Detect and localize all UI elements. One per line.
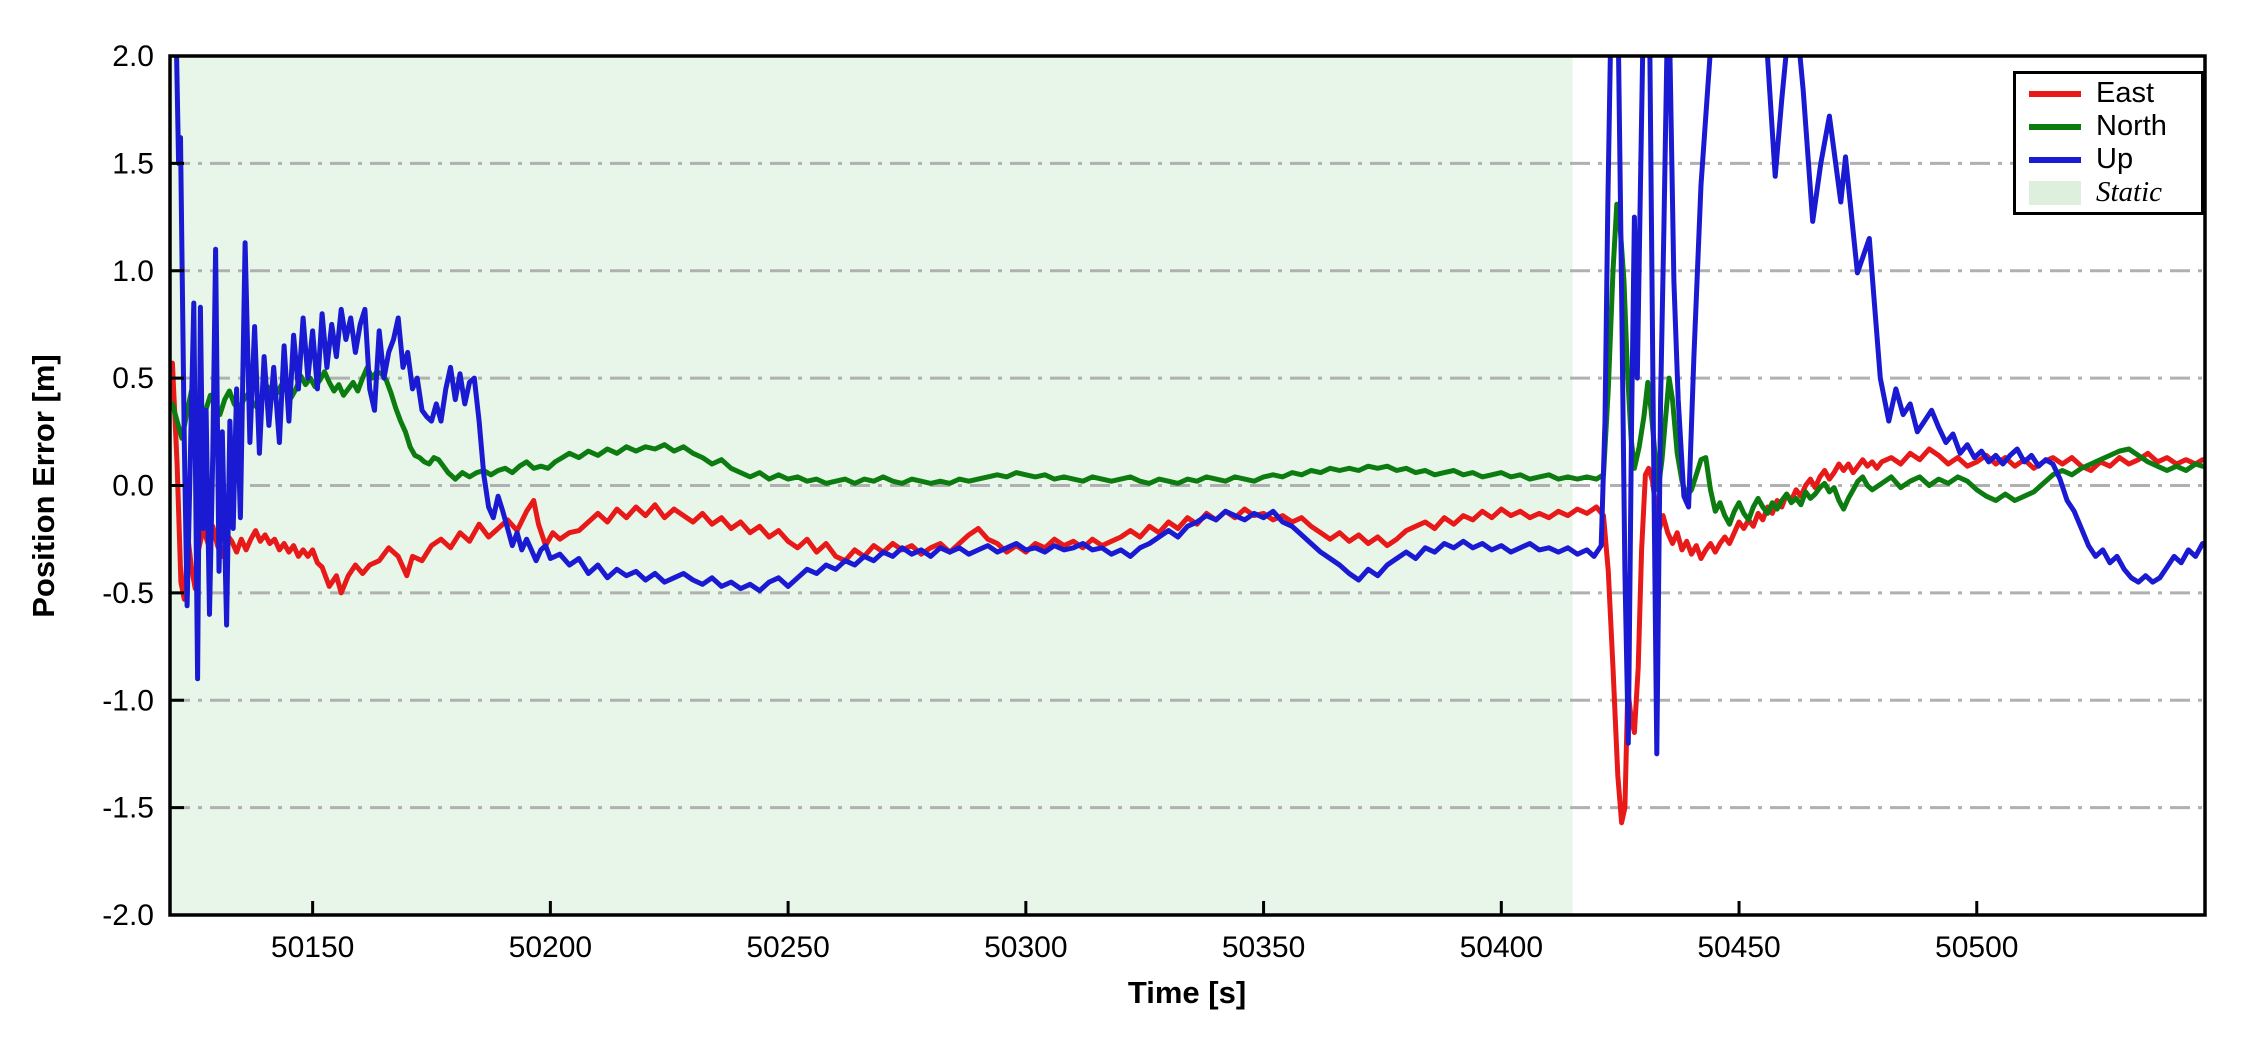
x-tick-label: 50450 (1697, 931, 1780, 964)
series-lines (170, 56, 2205, 826)
axis-ticks-and-labels: 50150 50200 50250 50300 50350 50400 50450 50500… (102, 40, 2018, 964)
legend-label-north: North (2096, 110, 2167, 142)
x-tick-label: 50350 (1222, 931, 1305, 964)
x-tick-label: 50400 (1460, 931, 1543, 964)
legend-label-static: Static (2096, 176, 2163, 208)
y-tick-label: 2.0 (112, 40, 154, 73)
x-tick-label: 50200 (509, 931, 592, 964)
y-tick-label: -0.5 (102, 577, 154, 610)
east-line-swatch-icon (2029, 90, 2081, 97)
legend-item-north: North (2016, 111, 2201, 143)
legend-label-up: Up (2096, 143, 2134, 175)
y-tick-label: 1.5 (112, 147, 154, 180)
legend: East North Up Static (2013, 71, 2204, 215)
up-line-swatch-icon (2029, 156, 2081, 163)
north-line-swatch-icon (2029, 123, 2081, 130)
y-tick-label: 0.5 (112, 362, 154, 395)
static-patch-swatch-icon (2029, 180, 2081, 205)
legend-item-static: Static (2016, 177, 2201, 209)
y-tick-label: 0.0 (112, 470, 154, 503)
x-tick-label: 50500 (1935, 931, 2018, 964)
y-axis-title: Position Error [m] (26, 354, 61, 618)
y-tick-label: -1.0 (102, 684, 154, 717)
series-line-north (170, 201, 2205, 527)
legend-item-east: East (2016, 78, 2201, 110)
y-tick-label: 1.0 (112, 255, 154, 288)
y-gridlines (170, 161, 2205, 810)
legend-item-up: Up (2016, 144, 2201, 176)
legend-label-east: East (2096, 77, 2155, 109)
x-tick-label: 50300 (984, 931, 1067, 964)
x-axis-title: Time [s] (1127, 975, 1247, 1010)
y-tick-label: -2.0 (102, 899, 154, 932)
y-tick-label: -1.5 (102, 792, 154, 825)
series-line-up (174, 56, 2205, 757)
series-line-east (170, 360, 2205, 826)
x-tick-label: 50150 (271, 931, 354, 964)
x-tick-label: 50250 (746, 931, 829, 964)
